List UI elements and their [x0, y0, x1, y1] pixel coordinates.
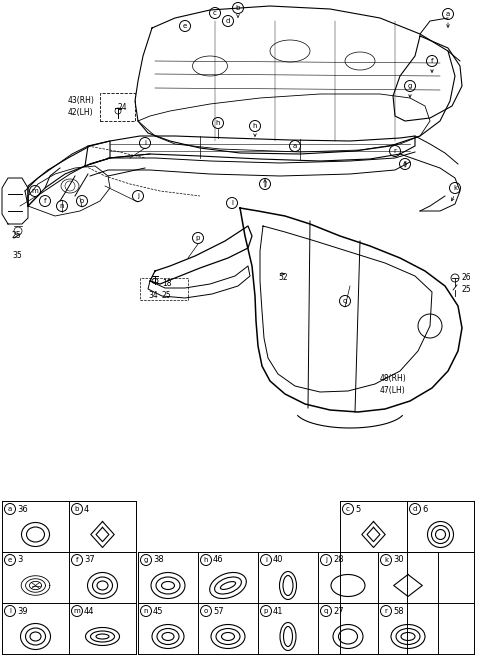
Text: l: l [9, 608, 11, 614]
Text: b: b [236, 5, 240, 11]
Text: e: e [183, 23, 187, 29]
Text: 52: 52 [278, 274, 288, 283]
Text: d: d [413, 506, 417, 512]
Text: 36: 36 [17, 504, 28, 514]
Text: 38: 38 [153, 556, 164, 565]
Text: 5: 5 [355, 504, 360, 514]
Text: h: h [216, 120, 220, 126]
Text: 18: 18 [162, 279, 171, 289]
Text: j: j [325, 557, 327, 563]
Text: e: e [8, 557, 12, 563]
Text: q: q [324, 608, 328, 614]
Text: 45: 45 [153, 607, 164, 615]
Text: q: q [343, 298, 347, 304]
Text: j: j [137, 193, 139, 199]
Text: o: o [204, 608, 208, 614]
Text: j: j [404, 161, 406, 167]
Text: b: b [75, 506, 79, 512]
Text: a: a [446, 11, 450, 17]
Text: j: j [264, 181, 266, 187]
Text: 44: 44 [84, 607, 95, 615]
Text: 58: 58 [393, 607, 404, 615]
Text: c: c [346, 506, 350, 512]
Text: 35: 35 [12, 251, 22, 260]
Text: 39: 39 [17, 607, 28, 615]
Bar [140, 278, 188, 300]
Text: k: k [384, 557, 388, 563]
Text: g: g [408, 83, 412, 89]
Text: g: g [144, 557, 148, 563]
Text: 27: 27 [333, 607, 344, 615]
Text: 28: 28 [333, 556, 344, 565]
Text: p: p [264, 608, 268, 614]
Text: 24: 24 [118, 104, 128, 112]
Text: f: f [76, 557, 78, 563]
Text: m: m [32, 188, 38, 194]
Text: 3: 3 [17, 556, 23, 565]
Text: 43(RH): 43(RH) [68, 96, 95, 106]
Text: 30: 30 [393, 556, 404, 565]
Text: c: c [213, 10, 217, 16]
Text: i: i [144, 140, 146, 146]
Text: 6: 6 [422, 504, 427, 514]
Text: 57: 57 [213, 607, 224, 615]
Text: m: m [73, 608, 80, 614]
Text: 4: 4 [84, 504, 89, 514]
Text: 40: 40 [273, 556, 284, 565]
Text: n: n [144, 608, 148, 614]
Text: r: r [394, 148, 396, 154]
Text: f: f [44, 198, 46, 204]
Text: n: n [60, 203, 64, 209]
Text: 48(RH): 48(RH) [380, 373, 407, 382]
Text: o: o [80, 198, 84, 204]
Text: 47(LH): 47(LH) [380, 386, 406, 394]
Text: 25: 25 [12, 232, 22, 241]
Text: d: d [226, 18, 230, 24]
Text: a: a [293, 143, 297, 149]
Text: h: h [253, 123, 257, 129]
Text: a: a [8, 506, 12, 512]
Text: 34: 34 [148, 291, 158, 300]
Text: r: r [384, 608, 387, 614]
Text: i: i [265, 557, 267, 563]
Text: h: h [204, 557, 208, 563]
Text: 46: 46 [213, 556, 224, 565]
Text: l: l [231, 200, 233, 206]
Text: k: k [453, 185, 457, 191]
Text: p: p [196, 235, 200, 241]
Text: 25: 25 [462, 285, 472, 295]
Bar [100, 93, 135, 121]
Text: 42(LH): 42(LH) [68, 108, 94, 117]
Text: 25: 25 [162, 291, 172, 300]
Text: 26: 26 [462, 274, 472, 283]
Text: f: f [431, 58, 433, 64]
Text: 37: 37 [84, 556, 95, 565]
Text: 41: 41 [273, 607, 284, 615]
